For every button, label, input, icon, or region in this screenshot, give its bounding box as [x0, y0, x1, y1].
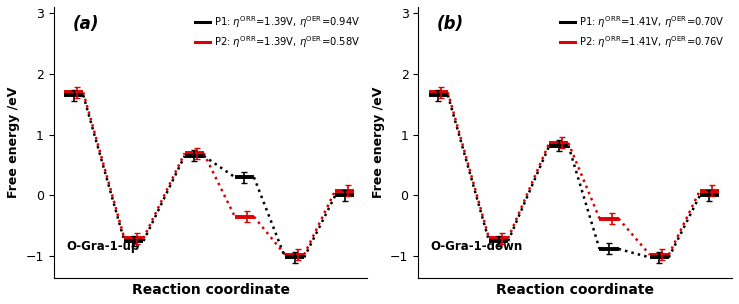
Text: O-Gra-1-up: O-Gra-1-up	[67, 240, 140, 253]
Text: (b): (b)	[437, 15, 464, 33]
Legend: P1: $\eta^{\mathrm{ORR}}$=1.39V, $\eta^{\mathrm{OER}}$=0.94V, P2: $\eta^{\mathrm: P1: $\eta^{\mathrm{ORR}}$=1.39V, $\eta^{…	[193, 12, 362, 52]
Text: (a): (a)	[72, 15, 99, 33]
Text: O-Gra-1-down: O-Gra-1-down	[431, 240, 523, 253]
Y-axis label: Free energy /eV: Free energy /eV	[372, 87, 384, 198]
X-axis label: Reaction coordinate: Reaction coordinate	[496, 283, 654, 297]
Legend: P1: $\eta^{\mathrm{ORR}}$=1.41V, $\eta^{\mathrm{OER}}$=0.70V, P2: $\eta^{\mathrm: P1: $\eta^{\mathrm{ORR}}$=1.41V, $\eta^{…	[559, 12, 727, 52]
X-axis label: Reaction coordinate: Reaction coordinate	[132, 283, 290, 297]
Y-axis label: Free energy /eV: Free energy /eV	[7, 87, 20, 198]
